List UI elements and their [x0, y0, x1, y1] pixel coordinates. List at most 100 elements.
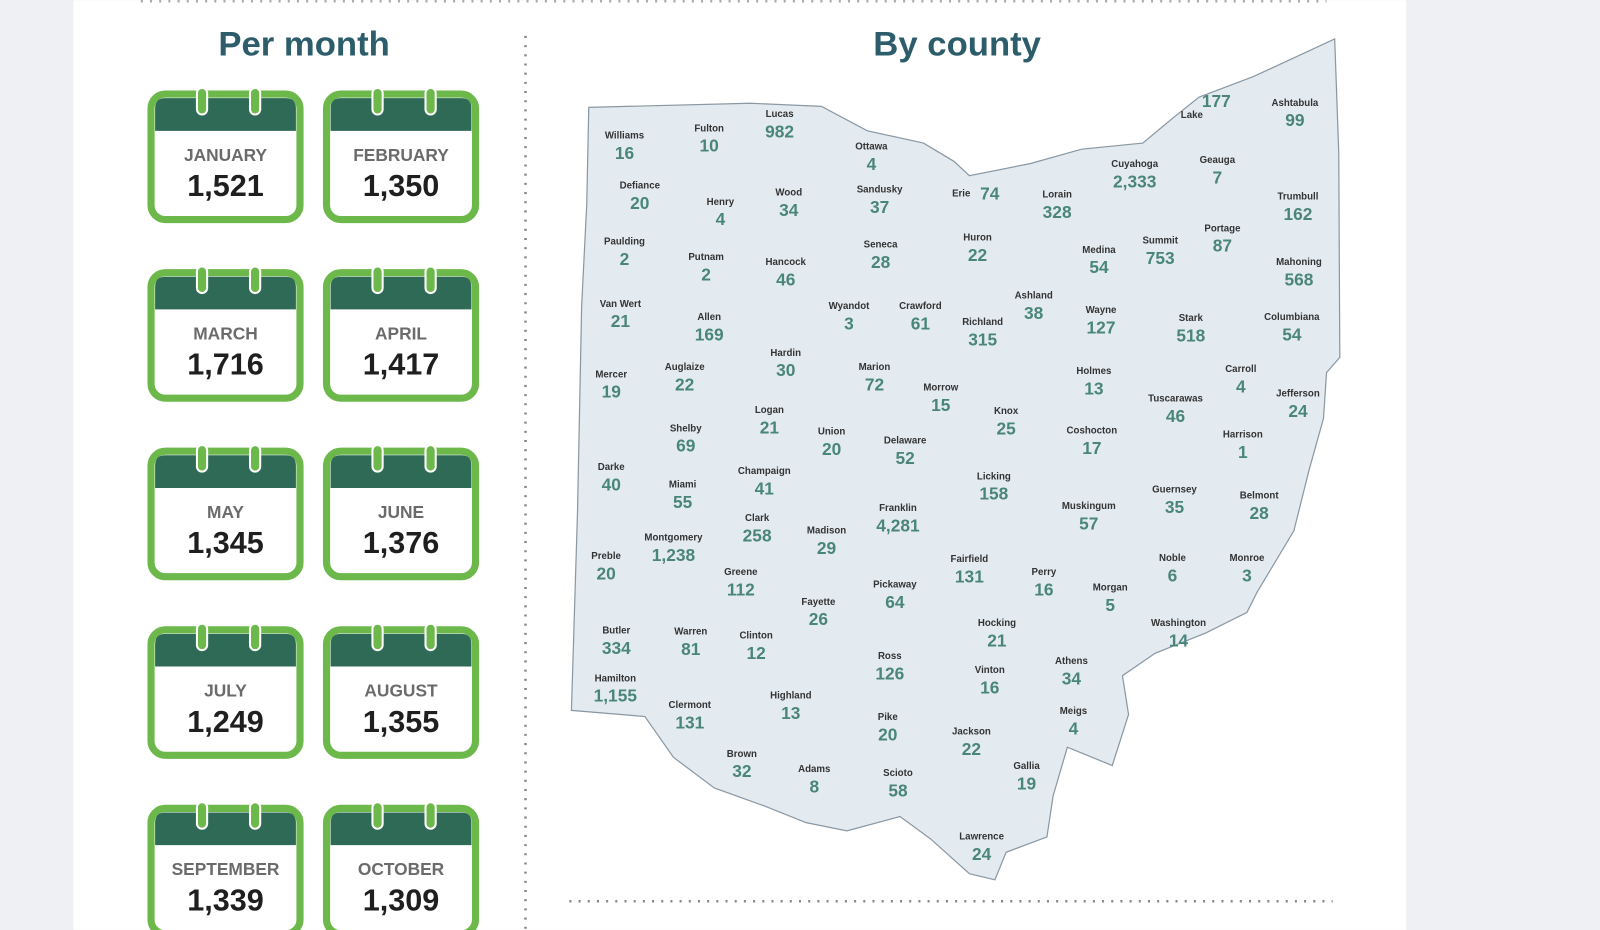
- county-value: 37: [870, 197, 889, 217]
- county-value: 13: [781, 703, 801, 723]
- county-name: Ottawa: [855, 142, 888, 153]
- county-value: 2: [701, 264, 711, 284]
- month-name: OCTOBER: [358, 859, 445, 879]
- county-name: Guernsey: [1152, 485, 1197, 496]
- county-name: Logan: [755, 405, 784, 416]
- county-value: 54: [1089, 257, 1109, 277]
- county-value: 15: [931, 395, 951, 415]
- calendar-header: [330, 812, 472, 846]
- county-name: Defiance: [620, 180, 661, 191]
- county-value: 4: [716, 209, 726, 229]
- county-value: 34: [1062, 668, 1082, 688]
- county-name: Greene: [724, 567, 758, 578]
- county-value: 1: [1238, 442, 1248, 462]
- county-name: Brown: [727, 749, 757, 760]
- county-name: Wood: [775, 188, 802, 199]
- county-name: Lawrence: [959, 832, 1004, 843]
- county-value: 57: [1079, 513, 1098, 533]
- county-value: 131: [955, 566, 984, 586]
- county-value: 258: [743, 526, 772, 546]
- month-value: 1,376: [363, 526, 440, 560]
- county-name: Pickaway: [873, 579, 917, 590]
- county-name: Paulding: [604, 237, 645, 248]
- county-name: Lake: [1181, 110, 1204, 121]
- county-value: 17: [1082, 438, 1101, 458]
- month-value: 1,350: [363, 169, 440, 203]
- county-value: 74: [980, 184, 1000, 204]
- county-value: 38: [1024, 303, 1044, 323]
- county-value: 16: [980, 678, 1000, 698]
- calendar-header: [155, 633, 296, 667]
- county-value: 158: [979, 484, 1008, 504]
- county-value: 982: [765, 121, 794, 141]
- county-name: Preble: [591, 551, 621, 562]
- calendar: MARCH 1,716: [147, 265, 304, 402]
- county-name: Clark: [745, 513, 770, 524]
- calendar-header: [330, 98, 472, 131]
- county-value: 22: [675, 374, 694, 394]
- county-value: 21: [611, 311, 631, 331]
- county-value: 568: [1285, 269, 1314, 289]
- calendar-ring: [424, 801, 437, 830]
- county-name: Montgomery: [644, 533, 703, 544]
- county-value: 4,281: [876, 515, 920, 535]
- month-name: MARCH: [193, 323, 258, 343]
- county-value: 2,333: [1113, 171, 1157, 191]
- calendar: OCTOBER 1,309: [322, 801, 480, 930]
- county-name: Allen: [697, 312, 721, 323]
- county-value: 24: [1288, 401, 1308, 421]
- month-value: 1,339: [187, 883, 264, 917]
- county-name: Jackson: [952, 726, 991, 737]
- calendar-ring: [195, 86, 209, 116]
- month-name: JUNE: [378, 502, 424, 522]
- calendar-ring: [195, 444, 209, 473]
- calendar-header: [155, 812, 296, 846]
- county-value: 16: [615, 143, 635, 163]
- calendar: JULY 1,249: [147, 622, 304, 759]
- calendar-ring: [424, 444, 437, 473]
- county-value: 315: [968, 330, 997, 350]
- county-name: Pike: [878, 712, 899, 723]
- county-name: Summit: [1142, 236, 1178, 247]
- county-value: 169: [695, 324, 724, 344]
- county-value: 41: [755, 479, 775, 499]
- calendars: JANUARY 1,521 FEBRUARY 1,350 MARCH 1,716 APRIL…: [147, 86, 480, 930]
- county-value: 8: [809, 777, 819, 797]
- county-name: Trumbull: [1278, 192, 1319, 203]
- county-name: Washington: [1151, 618, 1206, 629]
- county-value: 6: [1168, 565, 1178, 585]
- county-name: Wyandot: [829, 301, 870, 312]
- county-name: Athens: [1055, 656, 1088, 667]
- county-value: 46: [776, 269, 796, 289]
- month-value: 1,355: [363, 705, 440, 739]
- county-value: 61: [911, 313, 931, 333]
- month-value: 1,345: [187, 526, 264, 560]
- calendar-ring: [424, 265, 437, 295]
- county-value: 26: [809, 609, 829, 629]
- calendar-ring: [195, 622, 209, 652]
- county-name: Hancock: [766, 257, 807, 268]
- county-name: Portage: [1204, 223, 1241, 234]
- county-name: Warren: [674, 626, 707, 637]
- county-name: Darke: [598, 462, 626, 473]
- county-name: Franklin: [879, 503, 917, 514]
- county-name: Putnam: [688, 252, 724, 263]
- county-name: Perry: [1031, 567, 1056, 578]
- county-value: 55: [673, 492, 693, 512]
- county-name: Ross: [878, 651, 902, 662]
- county-name: Huron: [963, 233, 992, 244]
- county-value: 12: [746, 643, 765, 663]
- county-name: Tuscarawas: [1148, 394, 1203, 405]
- county-value: 162: [1283, 204, 1312, 224]
- county-value: 3: [844, 313, 854, 333]
- calendar-ring: [424, 622, 437, 652]
- county-name: Harrison: [1223, 429, 1263, 440]
- county-value: 19: [602, 382, 621, 402]
- county-value: 4: [1236, 377, 1246, 397]
- county-value: 35: [1165, 497, 1185, 517]
- county-value: 112: [727, 580, 755, 600]
- county-value: 64: [885, 592, 905, 612]
- county-name: Richland: [962, 317, 1003, 328]
- county-value: 7: [1213, 167, 1223, 187]
